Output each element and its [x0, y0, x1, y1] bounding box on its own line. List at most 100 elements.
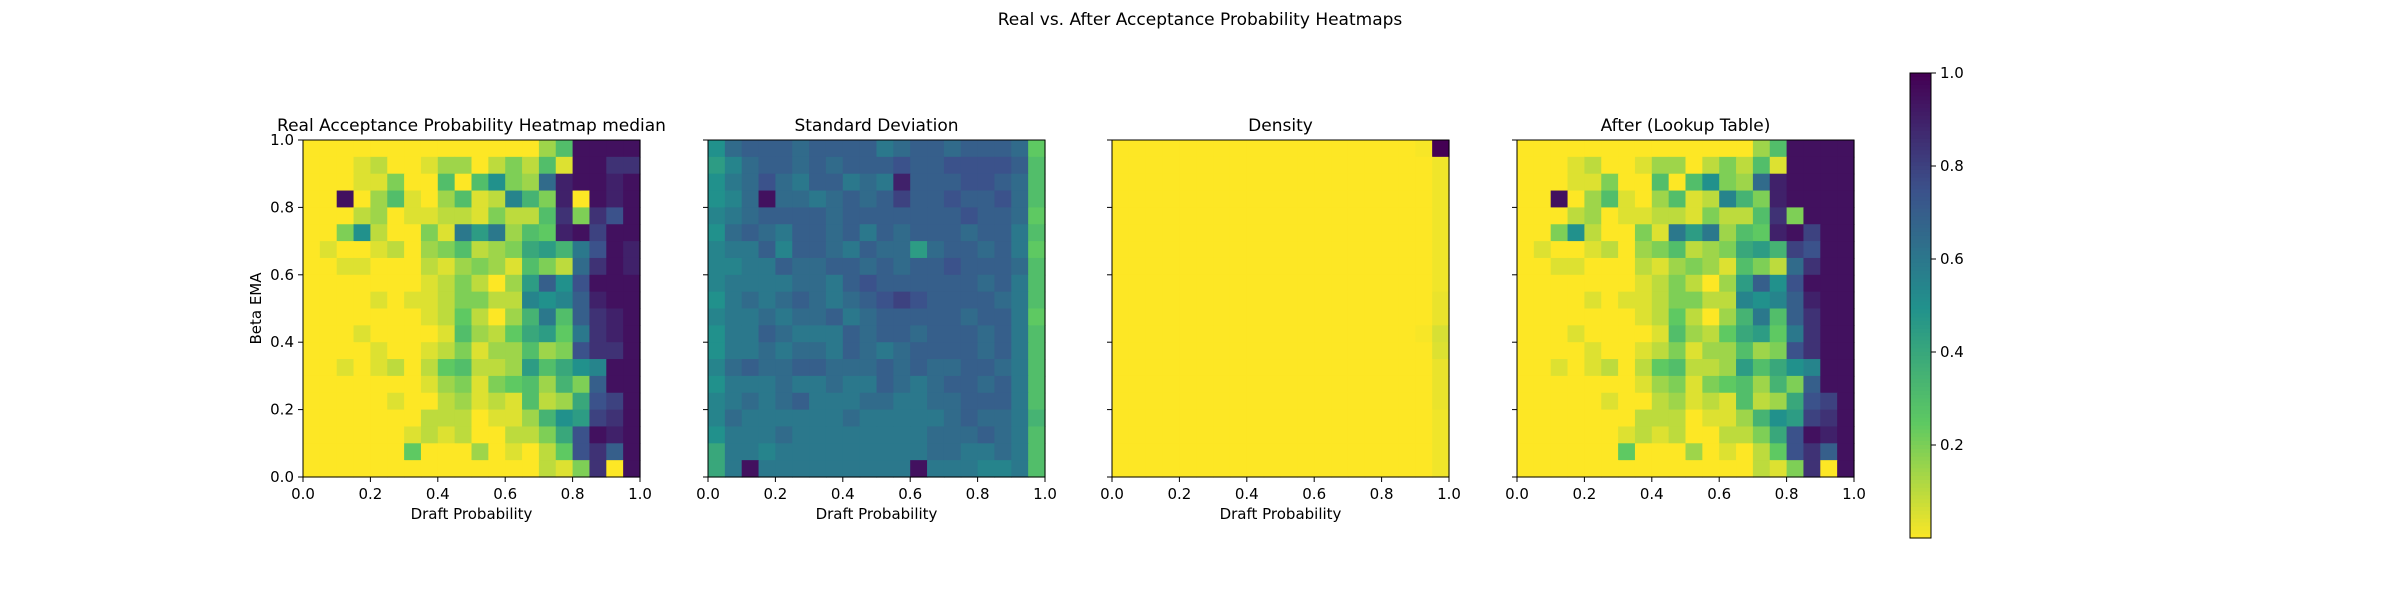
heatmap-cell — [1601, 291, 1619, 310]
heatmap-cell — [842, 274, 861, 293]
heatmap-cell — [1736, 140, 1754, 158]
heatmap-cell — [1314, 460, 1332, 478]
heatmap-cell — [303, 257, 321, 276]
heatmap-cell — [1719, 325, 1737, 343]
colorbar-gradient-step — [1910, 208, 1931, 214]
heatmap-cell — [960, 291, 979, 310]
heatmap-cell — [1263, 342, 1282, 360]
heatmap-cell — [927, 257, 945, 276]
heatmap-cell — [1229, 325, 1248, 343]
heatmap-cell — [1331, 140, 1349, 158]
heatmap-cell — [1280, 460, 1298, 478]
heatmap-cell — [1719, 140, 1737, 158]
heatmap-cell — [724, 342, 743, 360]
heatmap-cell — [893, 443, 911, 461]
heatmap-cell — [1820, 190, 1838, 208]
heatmap-cell — [1028, 241, 1046, 259]
heatmap-cell — [1685, 207, 1703, 225]
heatmap-cell — [792, 325, 810, 343]
heatmap-cell — [859, 224, 878, 242]
heatmap-cell — [353, 207, 371, 225]
heatmap-cell — [1028, 257, 1046, 276]
heatmap-cell — [1685, 274, 1703, 293]
heatmap-cell — [876, 207, 894, 225]
heatmap-cell — [1112, 241, 1130, 259]
heatmap-cell — [1398, 224, 1416, 242]
heatmap-cell — [353, 325, 371, 343]
heatmap-cell — [1668, 443, 1687, 461]
heatmap-cell — [1028, 443, 1046, 461]
heatmap-cell — [1213, 460, 1231, 478]
heatmap-cell — [1432, 274, 1450, 293]
heatmap-cell — [1179, 241, 1197, 259]
heatmap-cell — [809, 156, 827, 175]
heatmap-cell — [893, 308, 911, 326]
heatmap-cell — [1618, 392, 1636, 411]
heatmap-cell — [910, 342, 928, 360]
heatmap-cell — [303, 190, 321, 208]
heatmap-cell — [1550, 207, 1569, 225]
heatmap-cell — [876, 173, 894, 192]
heatmap-cell — [589, 359, 607, 377]
heatmap-cell — [724, 325, 743, 343]
heatmap-cell — [708, 156, 726, 175]
heatmap-cell — [910, 241, 928, 259]
heatmap-cell — [505, 375, 523, 394]
heatmap-cell — [505, 257, 523, 276]
x-tick-label: 0.8 — [966, 485, 990, 503]
heatmap-cell — [943, 460, 962, 478]
heatmap-cell — [1736, 274, 1754, 293]
heatmap-cell — [538, 308, 557, 326]
colorbar-tick-label: 0.6 — [1940, 250, 1964, 268]
heatmap-cell — [1820, 241, 1838, 259]
heatmap-cell — [859, 392, 878, 411]
heatmap-cell — [792, 257, 810, 276]
heatmap-cell — [420, 291, 439, 310]
heatmap-cell — [977, 426, 996, 444]
heatmap-cell — [809, 308, 827, 326]
heatmap-cell — [1229, 392, 1248, 411]
heatmap-cell — [1229, 426, 1248, 444]
heatmap-cell — [1347, 325, 1366, 343]
x-tick-label: 0.8 — [1775, 485, 1799, 503]
heatmap-cell — [1685, 426, 1703, 444]
heatmap-cell — [1702, 140, 1720, 158]
heatmap-cell — [319, 409, 338, 428]
heatmap-cell — [758, 359, 776, 377]
heatmap-cell — [522, 224, 540, 242]
heatmap-cell — [1769, 460, 1788, 478]
heatmap-cell — [775, 224, 793, 242]
heatmap-cell — [1128, 156, 1147, 175]
heatmap-cell — [522, 426, 540, 444]
heatmap-cell — [606, 375, 624, 394]
heatmap-cell — [1685, 241, 1703, 259]
heatmap-cell — [741, 156, 760, 175]
heatmap-cell — [1752, 325, 1771, 343]
heatmap-cell — [1820, 460, 1838, 478]
x-tick-label: 0.0 — [696, 485, 720, 503]
heatmap-cell — [809, 257, 827, 276]
heatmap-cell — [977, 156, 996, 175]
heatmap-cell — [387, 274, 405, 293]
heatmap-cell — [488, 392, 506, 411]
heatmap-cell — [708, 460, 726, 478]
colorbar-gradient-step — [1910, 154, 1931, 159]
heatmap-cell — [1786, 359, 1805, 377]
heatmap-cell — [538, 173, 557, 192]
heatmap-cell — [1567, 224, 1585, 242]
heatmap-cell — [792, 409, 810, 428]
heatmap-cell — [724, 375, 743, 394]
heatmap-cell — [1297, 375, 1315, 394]
heatmap-cell — [825, 375, 844, 394]
x-tick-label: 0.2 — [1167, 485, 1191, 503]
heatmap-cell — [1145, 460, 1164, 478]
x-tick-label: 1.0 — [1842, 485, 1866, 503]
colorbar-gradient-step — [1910, 336, 1931, 341]
heatmap-cell — [336, 257, 355, 276]
heatmap-cell — [1685, 325, 1703, 343]
heatmap-cell — [910, 460, 928, 478]
colorbar-gradient-step — [1910, 526, 1931, 531]
heatmap-cell — [1112, 460, 1130, 478]
heatmap-cell — [623, 443, 641, 461]
chart-title: Real Acceptance Probability Heatmap medi… — [277, 116, 666, 136]
